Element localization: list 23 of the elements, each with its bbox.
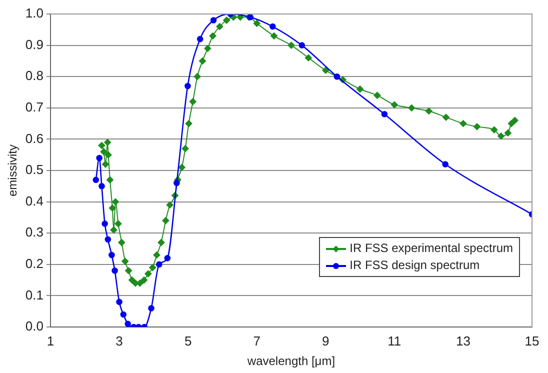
x-tick-label: 11 <box>388 333 402 348</box>
legend-label: IR FSS experimental spectrum <box>350 240 513 257</box>
x-tick-label: 3 <box>116 333 123 348</box>
y-tick-label: 0.9 <box>25 36 44 52</box>
x-tick-label: 7 <box>253 333 260 348</box>
x-tick-label: 15 <box>524 333 540 348</box>
x-tick-label: 5 <box>184 333 192 348</box>
y-tick-label: 0.5 <box>25 162 44 178</box>
y-tick-label: 0.8 <box>25 68 44 84</box>
y-tick-label: 0.7 <box>25 99 44 114</box>
x-axis-title: wavelength [μm] <box>246 354 336 368</box>
x-tick-label: 1 <box>46 333 54 348</box>
x-tick-label: 13 <box>456 333 470 348</box>
legend-label: IR FSS design spectrum <box>350 257 480 274</box>
y-tick-label: 0.0 <box>25 318 44 334</box>
y-tick-label: 0.6 <box>25 130 44 146</box>
x-tick-label: 9 <box>322 333 330 348</box>
y-tick-label: 0.1 <box>25 287 44 302</box>
y-axis-title: emissivity <box>6 144 20 197</box>
y-tick-label: 0.2 <box>25 256 44 271</box>
y-tick-label: 0.4 <box>25 193 44 208</box>
y-tick-label: 1.0 <box>25 6 44 21</box>
y-tick-label: 0.3 <box>25 224 44 240</box>
